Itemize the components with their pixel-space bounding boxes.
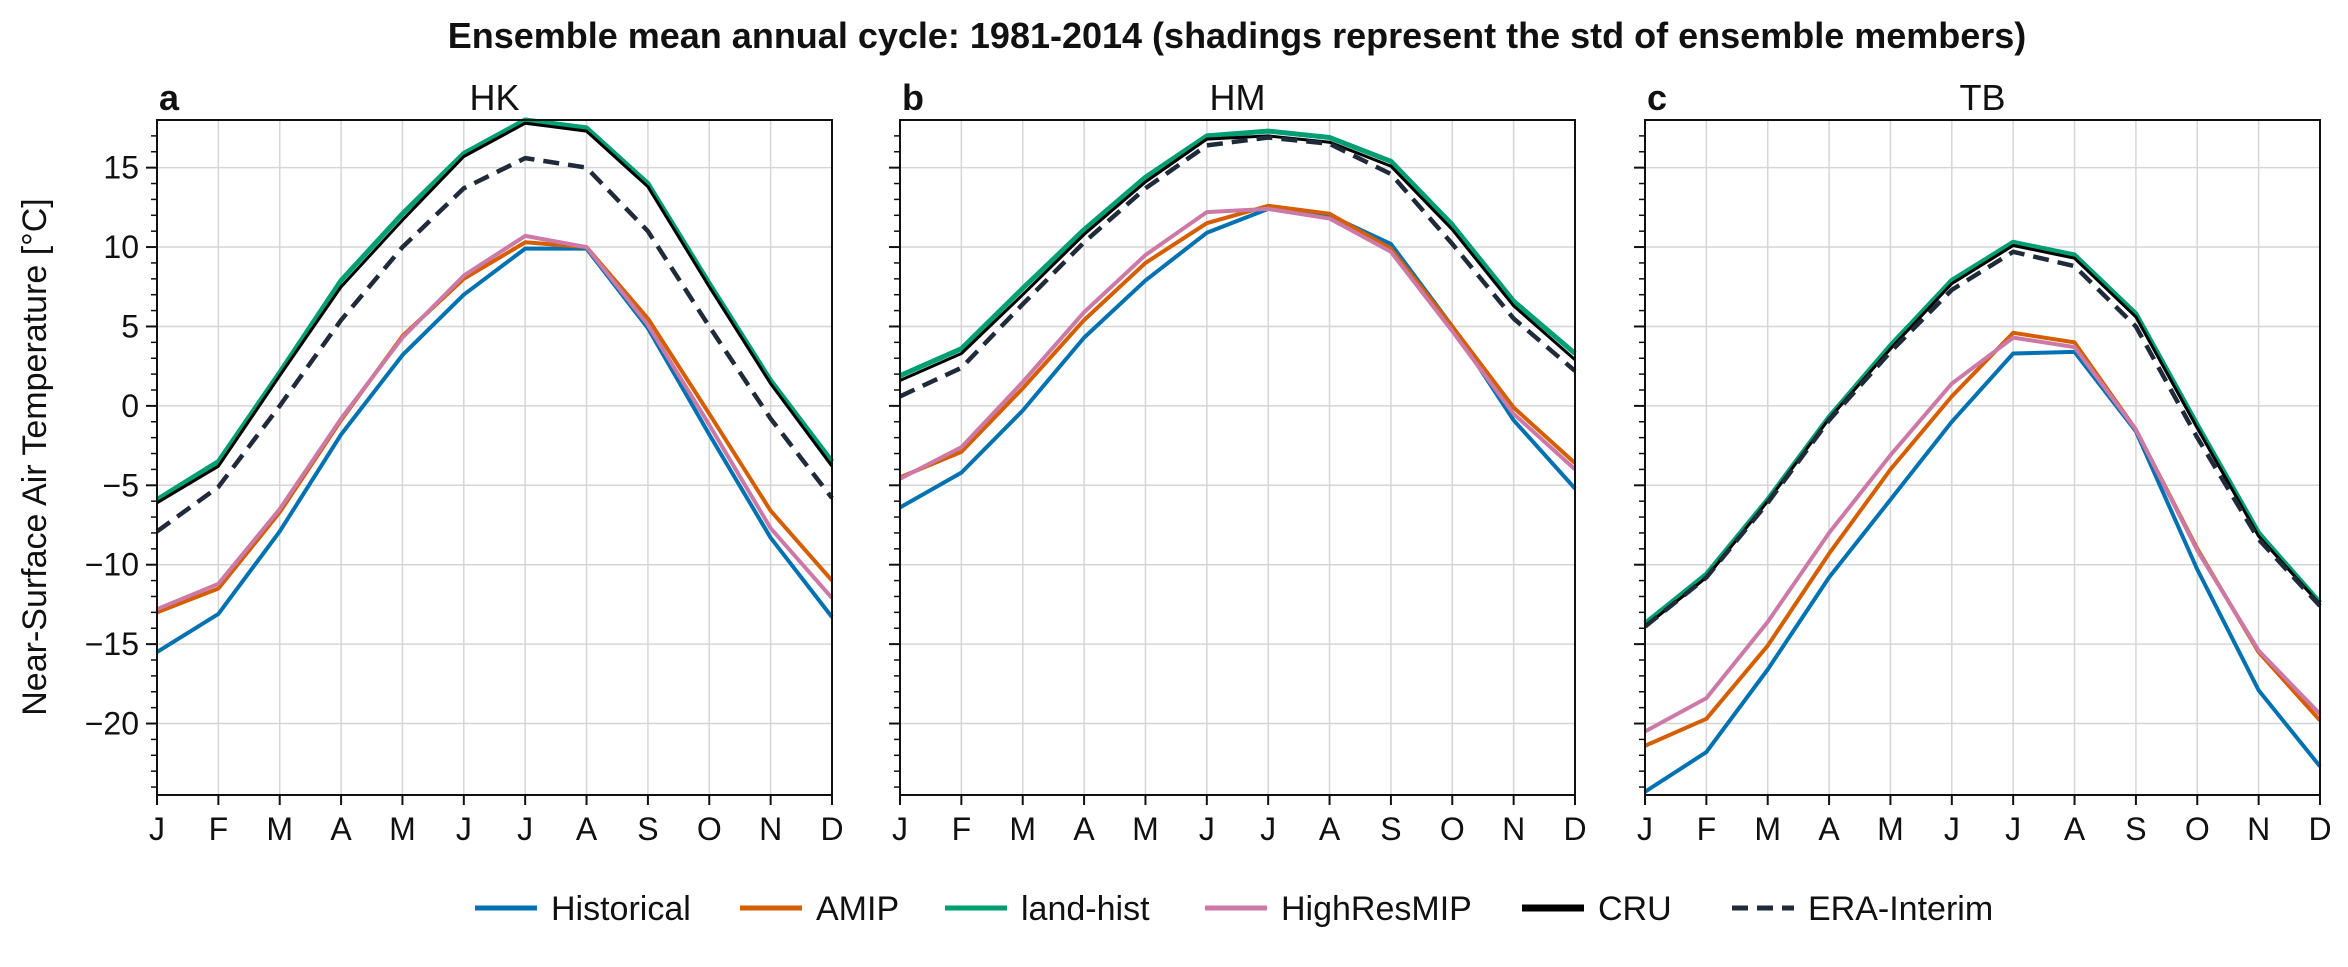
- x-tick-label: D: [1563, 811, 1586, 847]
- y-tick-label: −10: [85, 547, 139, 583]
- legend: Historical AMIP land-hist HighResMIP CRU ERA-…: [475, 890, 1993, 928]
- panels: 15 10 5 0 −5 −10 −15 −20 J F M A M J J A S O N Da HK J F M A M J J A…: [85, 77, 2332, 847]
- legend-item-cru: CRU: [1522, 890, 1672, 928]
- x-tick-label: M: [266, 811, 293, 847]
- x-tick-label: J: [892, 811, 908, 847]
- y-tick-label: −5: [103, 467, 139, 503]
- x-tick-label: J: [1637, 811, 1653, 847]
- x-tick-label: S: [637, 811, 658, 847]
- x-tick-label: M: [1877, 811, 1904, 847]
- x-tick-label: J: [2005, 811, 2021, 847]
- y-tick-label: 0: [121, 388, 139, 424]
- x-tick-label: M: [1009, 811, 1036, 847]
- y-tick-label: −20: [85, 706, 139, 742]
- x-tick-label: S: [2125, 811, 2146, 847]
- x-tick-label: J: [1260, 811, 1276, 847]
- x-tick-label: O: [697, 811, 722, 847]
- panel-HM: J F M A M J J A S O N Db HM: [889, 77, 1587, 847]
- series-line-cru: [899, 134, 1576, 382]
- series-line-historical: [1643, 349, 2322, 794]
- legend-label: Historical: [551, 890, 691, 928]
- y-tick-label: −15: [85, 626, 139, 662]
- axes-frame: [899, 119, 1576, 796]
- series-line-cru: [1644, 244, 2322, 628]
- x-tick-label: O: [1440, 811, 1465, 847]
- legend-item-amip: AMIP: [740, 890, 899, 928]
- series-line-land-hist: [898, 128, 1577, 378]
- y-tick-label: 5: [121, 308, 139, 344]
- legend-item-historical: Historical: [475, 890, 691, 928]
- x-tick-label: M: [389, 811, 416, 847]
- panel-label: c: [1647, 77, 1667, 118]
- axes-frame: [1644, 119, 2321, 796]
- x-tick-label: A: [576, 811, 598, 847]
- x-tick-label: J: [456, 811, 472, 847]
- x-tick-label: F: [209, 811, 229, 847]
- series-line-era-interim: [155, 155, 834, 534]
- panel-TB: J F M A M J J A S O N Dc TB: [1634, 77, 2332, 847]
- series-line-era-interim: [1643, 249, 2322, 629]
- x-tick-label: F: [1697, 811, 1717, 847]
- x-tick-label: M: [1754, 811, 1781, 847]
- x-tick-label: A: [330, 811, 352, 847]
- panel-title: HK: [469, 77, 519, 118]
- series-line-land-hist: [1643, 239, 2322, 626]
- y-tick-label: 15: [103, 150, 139, 186]
- series-line-highresmip: [1644, 335, 2322, 734]
- series-line-historical: [155, 246, 834, 654]
- series-line-cru: [156, 121, 834, 505]
- series-line-highresmip: [899, 206, 1577, 481]
- panel-label: b: [902, 77, 924, 118]
- series-line-era-interim: [899, 135, 1577, 399]
- series-line-amip: [156, 240, 834, 615]
- series-line-amip: [1644, 330, 2322, 748]
- series-line-highresmip: [156, 233, 834, 612]
- legend-item-era-interim: ERA-Interim: [1732, 890, 1993, 928]
- x-tick-label: N: [1502, 811, 1525, 847]
- legend-label: HighResMIP: [1281, 890, 1472, 928]
- figure-title: Ensemble mean annual cycle: 1981-2014 (s…: [448, 15, 2027, 56]
- x-tick-label: A: [2064, 811, 2086, 847]
- y-tick-label: 10: [103, 229, 139, 265]
- x-tick-label: A: [1319, 811, 1341, 847]
- panel-title: HM: [1210, 77, 1266, 118]
- x-tick-label: F: [952, 811, 972, 847]
- panel-label: a: [159, 77, 180, 118]
- x-tick-label: D: [820, 811, 843, 847]
- x-tick-label: D: [2308, 811, 2331, 847]
- panel-title: TB: [1959, 77, 2005, 118]
- panel-HK: 15 10 5 0 −5 −10 −15 −20 J F M A M J J A S O N Da HK: [85, 77, 844, 847]
- axes-frame: [156, 119, 833, 796]
- legend-label: AMIP: [816, 890, 899, 928]
- series-line-land-hist: [155, 117, 834, 502]
- x-tick-label: J: [149, 811, 165, 847]
- legend-label: ERA-Interim: [1808, 890, 1993, 928]
- x-tick-label: N: [759, 811, 782, 847]
- x-tick-label: J: [1944, 811, 1960, 847]
- legend-label: land-hist: [1021, 890, 1150, 928]
- x-tick-label: S: [1380, 811, 1401, 847]
- x-tick-label: M: [1132, 811, 1159, 847]
- x-tick-label: N: [2247, 811, 2270, 847]
- y-axis-label: Near-Surface Air Temperature [°C]: [16, 198, 54, 716]
- legend-item-highresmip: HighResMIP: [1205, 890, 1472, 928]
- legend-label: CRU: [1598, 890, 1672, 928]
- x-tick-label: A: [1073, 811, 1095, 847]
- series-line-amip: [899, 203, 1577, 480]
- x-tick-label: J: [1199, 811, 1215, 847]
- legend-item-land-hist: land-hist: [945, 890, 1150, 928]
- x-tick-label: A: [1818, 811, 1840, 847]
- x-tick-label: J: [517, 811, 533, 847]
- x-tick-label: O: [2185, 811, 2210, 847]
